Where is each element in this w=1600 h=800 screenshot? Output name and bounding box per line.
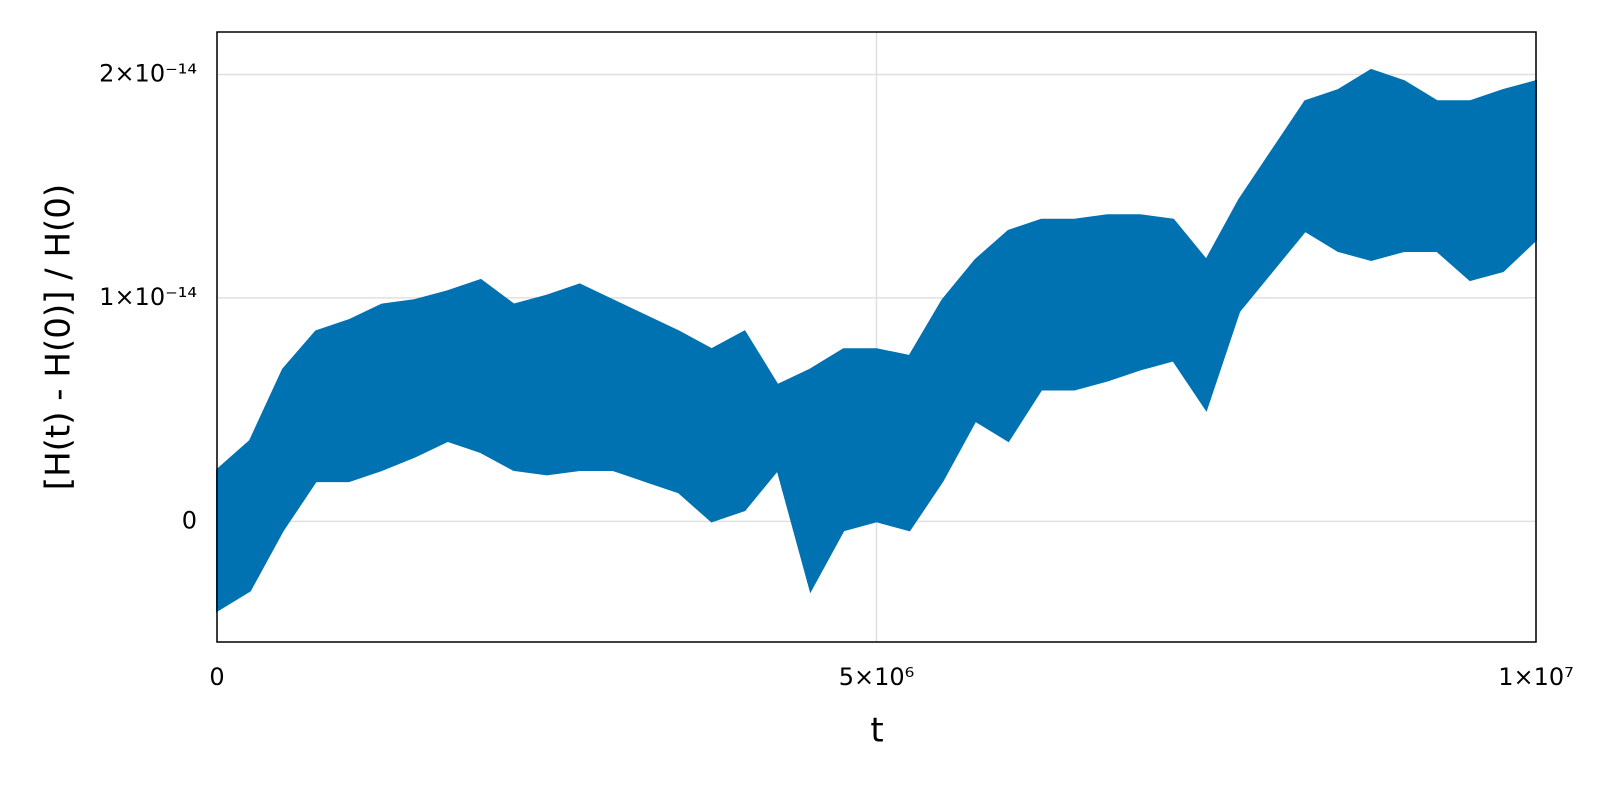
y-tick-label: 0 [182,506,197,534]
x-axis-title: t [870,711,883,751]
x-tick-label: 5×10⁶ [839,663,915,691]
y-tick-label: 1×10⁻¹⁴ [99,283,197,311]
x-tick-label: 1×10⁷ [1498,663,1574,691]
x-tick-label: 0 [209,663,224,691]
y-tick-label: 2×10⁻¹⁴ [99,59,197,87]
y-axis-title: [H(t) - H(0)] / H(0) [39,184,79,490]
plot-frame [216,31,1537,643]
